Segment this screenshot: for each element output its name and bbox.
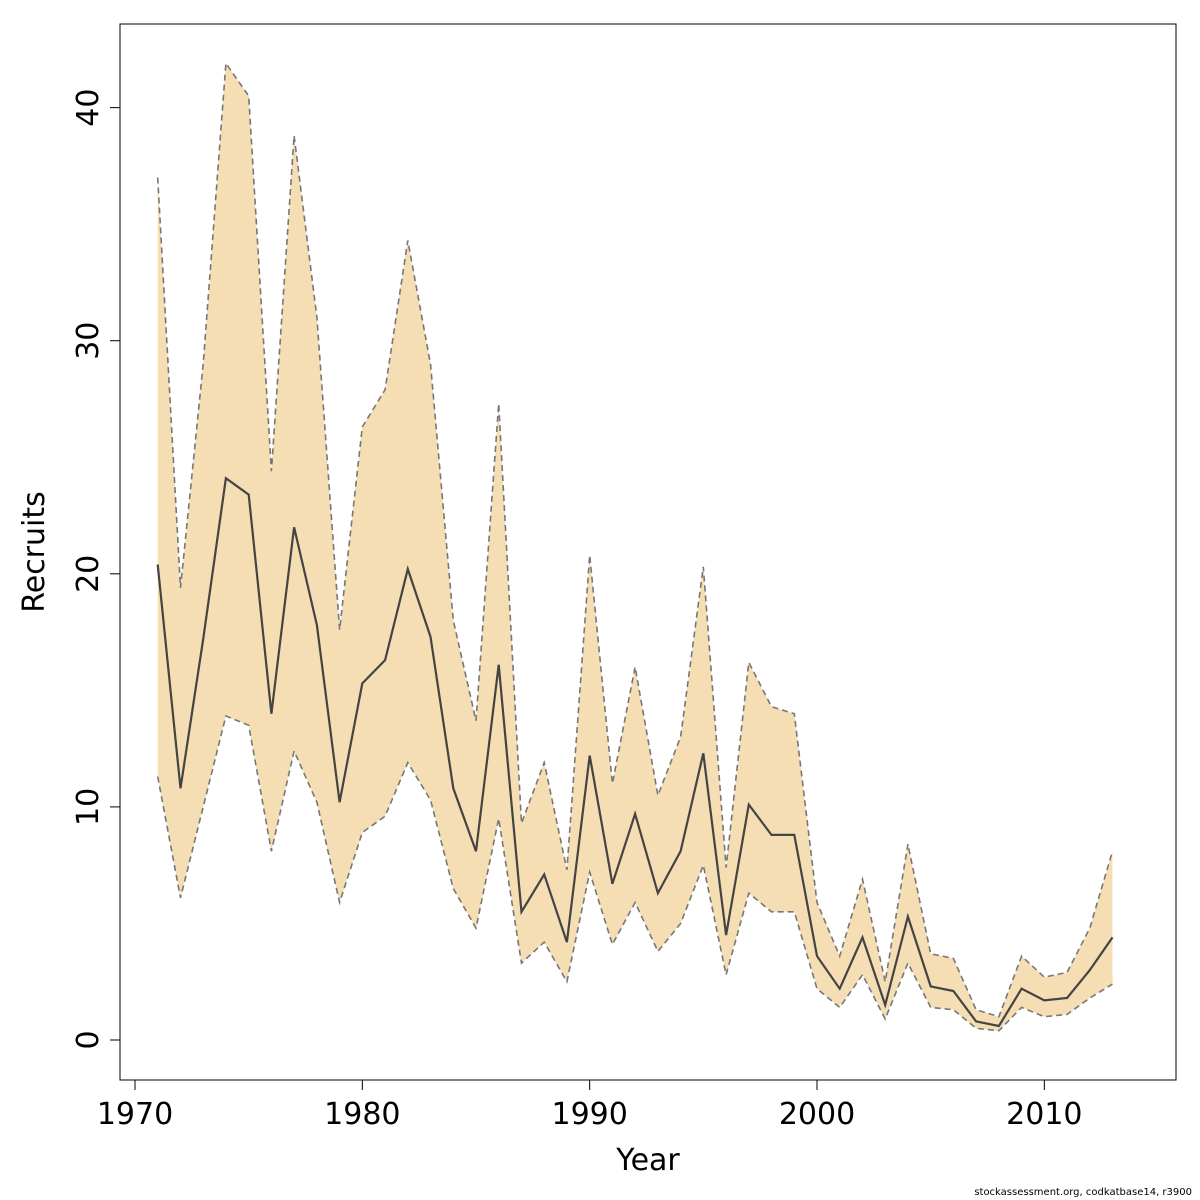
y-tick-label: 40 [71,89,106,127]
upper-bound-line [156,60,1114,1018]
x-tick-label: 1980 [324,1097,400,1132]
x-axis-title: Year [615,1143,680,1178]
estimate-line [156,476,1114,1028]
lower-bound-line [156,714,1113,1032]
y-tick-label: 30 [71,322,106,360]
series-line-layer [156,60,1114,1032]
x-tick-label: 2000 [779,1097,855,1132]
x-axis: 1970 1980 1990 2000 2010 [97,1079,1083,1132]
y-tick-label: 0 [71,1030,106,1049]
y-tick-label: 20 [71,555,106,593]
footer-credit: stockassessment.org, codkatbase14, r3900 [974,1187,1192,1198]
x-tick-label: 1990 [551,1097,627,1132]
x-tick-label: 2010 [1006,1097,1082,1132]
y-tick-label: 10 [71,788,106,826]
confidence-band-layer [157,63,1113,1031]
confidence-band [157,63,1113,1031]
x-tick-label: 1970 [97,1097,173,1132]
y-axis-title: Recruits [17,491,52,613]
y-axis: 0 10 20 30 40 [71,89,121,1050]
